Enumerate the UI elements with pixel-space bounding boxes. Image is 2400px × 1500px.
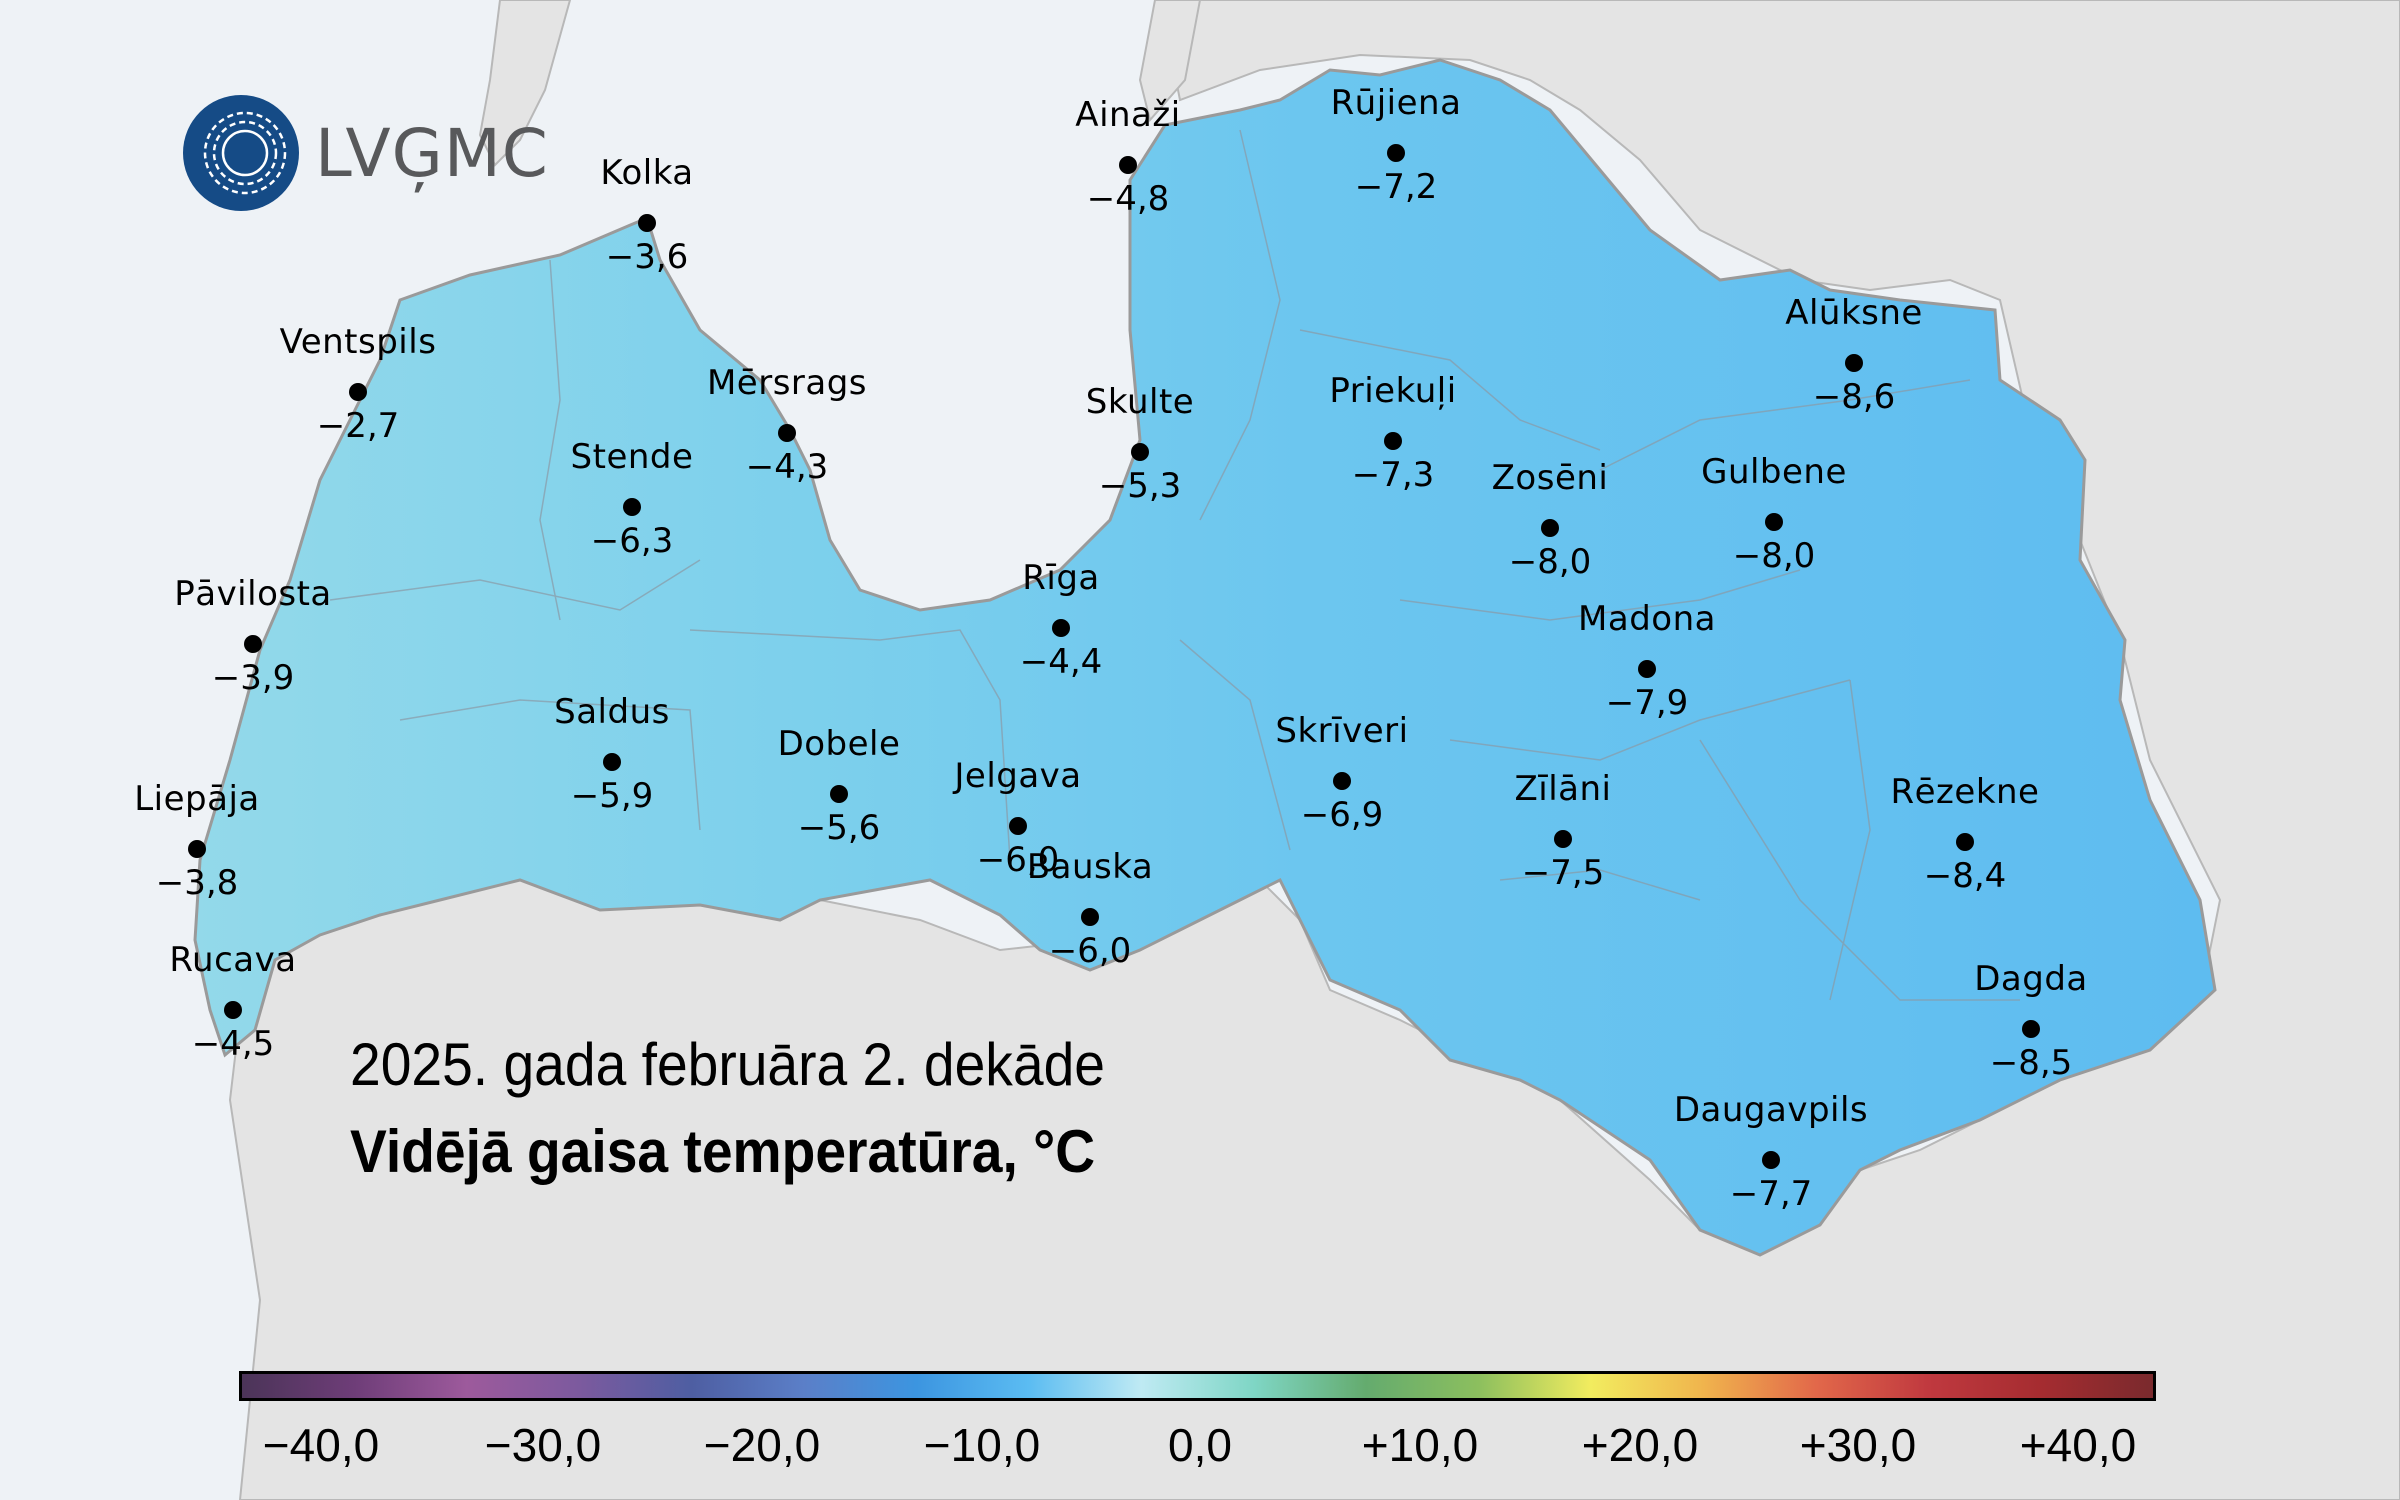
station-name: Rēzekne: [1890, 772, 2040, 812]
estonia-islands: [478, 0, 1202, 167]
station-dot-icon: [1554, 830, 1572, 848]
station-dot-icon: [1384, 432, 1402, 450]
station-value: −8,5: [1989, 1043, 2073, 1083]
station-dot-icon: [2022, 1020, 2040, 1038]
station-value: −2,7: [316, 406, 400, 446]
station-value: −8,6: [1812, 377, 1896, 417]
station-value: −7,5: [1521, 853, 1605, 893]
temperature-colorbar: [239, 1371, 2156, 1401]
station-value: −4,5: [191, 1024, 275, 1064]
station-name: Zīlāni: [1514, 769, 1612, 809]
station-name: Dagda: [1974, 959, 2088, 999]
station-value: −5,6: [797, 808, 881, 848]
neighbor-land-south: [228, 0, 2400, 1500]
station-value: −6,0: [1048, 931, 1132, 971]
station-value: −3,8: [155, 863, 239, 903]
station-value: −5,3: [1098, 466, 1182, 506]
station-dot-icon: [1638, 660, 1656, 678]
station-dot-icon: [830, 785, 848, 803]
station-name: Alūksne: [1785, 293, 1923, 333]
station-name: Daugavpils: [1673, 1090, 1869, 1130]
station-dot-icon: [1052, 619, 1070, 637]
station-name: Skrīveri: [1275, 711, 1409, 751]
colorbar-tick: −30,0: [484, 1419, 602, 1471]
station-value: −3,9: [211, 658, 295, 698]
latvia-territory: [193, 58, 2217, 1257]
colorbar-tick: 0,0: [1168, 1419, 1232, 1471]
station-value: −6,3: [590, 521, 674, 561]
station-dot-icon: [1845, 354, 1863, 372]
station-dot-icon: [349, 383, 367, 401]
logo-text: LVĢMC: [315, 114, 549, 192]
station-dot-icon: [188, 840, 206, 858]
station-name: Pāvilosta: [174, 574, 332, 614]
station-dot-icon: [1081, 908, 1099, 926]
station-name: Priekuļi: [1329, 371, 1457, 411]
station-name: Rūjiena: [1330, 83, 1462, 123]
station-dot-icon: [623, 498, 641, 516]
lvgmc-wave-circle-icon: [183, 95, 299, 211]
station-name: Mērsrags: [706, 363, 868, 403]
station-value: −7,3: [1351, 455, 1435, 495]
station-name: Bauska: [1026, 847, 1154, 887]
station-name: Rucava: [169, 940, 297, 980]
station-value: −3,6: [605, 237, 689, 277]
station-value: −8,0: [1508, 542, 1592, 582]
station-value: −8,4: [1923, 856, 2007, 896]
station-name: Rīga: [1022, 558, 1100, 598]
station-value: −6,9: [1300, 795, 1384, 835]
station-value: −7,2: [1354, 167, 1438, 207]
station-dot-icon: [1119, 156, 1137, 174]
station-dot-icon: [1762, 1151, 1780, 1169]
station-name: Ainaži: [1075, 95, 1181, 135]
station-dot-icon: [224, 1001, 242, 1019]
station-dot-icon: [1765, 513, 1783, 531]
colorbar-tick: +20,0: [1581, 1419, 1699, 1471]
station-name: Dobele: [777, 724, 901, 764]
station-name: Zosēni: [1491, 458, 1609, 498]
colorbar-tick: −20,0: [703, 1419, 821, 1471]
station-name: Ventspils: [279, 322, 437, 362]
station-dot-icon: [1387, 144, 1405, 162]
map-subtitle-period: 2025. gada februāra 2. dekāde: [350, 1031, 1106, 1098]
station-dot-icon: [1009, 817, 1027, 835]
station-dot-icon: [1541, 519, 1559, 537]
station-dot-icon: [1333, 772, 1351, 790]
station-value: −4,3: [745, 447, 829, 487]
colorbar-tick: +40,0: [2019, 1419, 2137, 1471]
station-name: Liepāja: [134, 779, 260, 819]
station-value: −6,0: [976, 840, 1060, 880]
station-name: Saldus: [554, 692, 670, 732]
station-dot-icon: [638, 214, 656, 232]
station-value: −7,9: [1605, 683, 1689, 723]
colorbar-tick: −40,0: [262, 1419, 380, 1471]
station-value: −4,8: [1086, 179, 1170, 219]
station-value: −7,7: [1729, 1174, 1813, 1214]
station-name: Stende: [570, 437, 694, 477]
station-dot-icon: [778, 424, 796, 442]
station-value: −5,9: [570, 776, 654, 816]
station-name: Madona: [1578, 599, 1716, 639]
colorbar-tick: +10,0: [1361, 1419, 1479, 1471]
colorbar-tick: −10,0: [923, 1419, 1041, 1471]
lvgmc-logo: LVĢMC: [183, 95, 549, 211]
map-title-variable: Vidējā gaisa temperatūra, °C: [350, 1118, 1096, 1185]
colorbar-tick: +30,0: [1799, 1419, 1917, 1471]
station-value: −8,0: [1732, 536, 1816, 576]
station-dot-icon: [1131, 443, 1149, 461]
station-name: Skulte: [1085, 382, 1195, 422]
station-dot-icon: [1956, 833, 1974, 851]
municipality-borders: [329, 129, 2020, 1001]
station-value: −4,4: [1019, 642, 1103, 682]
station-name: Kolka: [600, 153, 694, 193]
station-name: Gulbene: [1701, 452, 1847, 492]
station-dot-icon: [603, 753, 621, 771]
station-dot-icon: [244, 635, 262, 653]
station-name: Jelgava: [954, 756, 1082, 796]
